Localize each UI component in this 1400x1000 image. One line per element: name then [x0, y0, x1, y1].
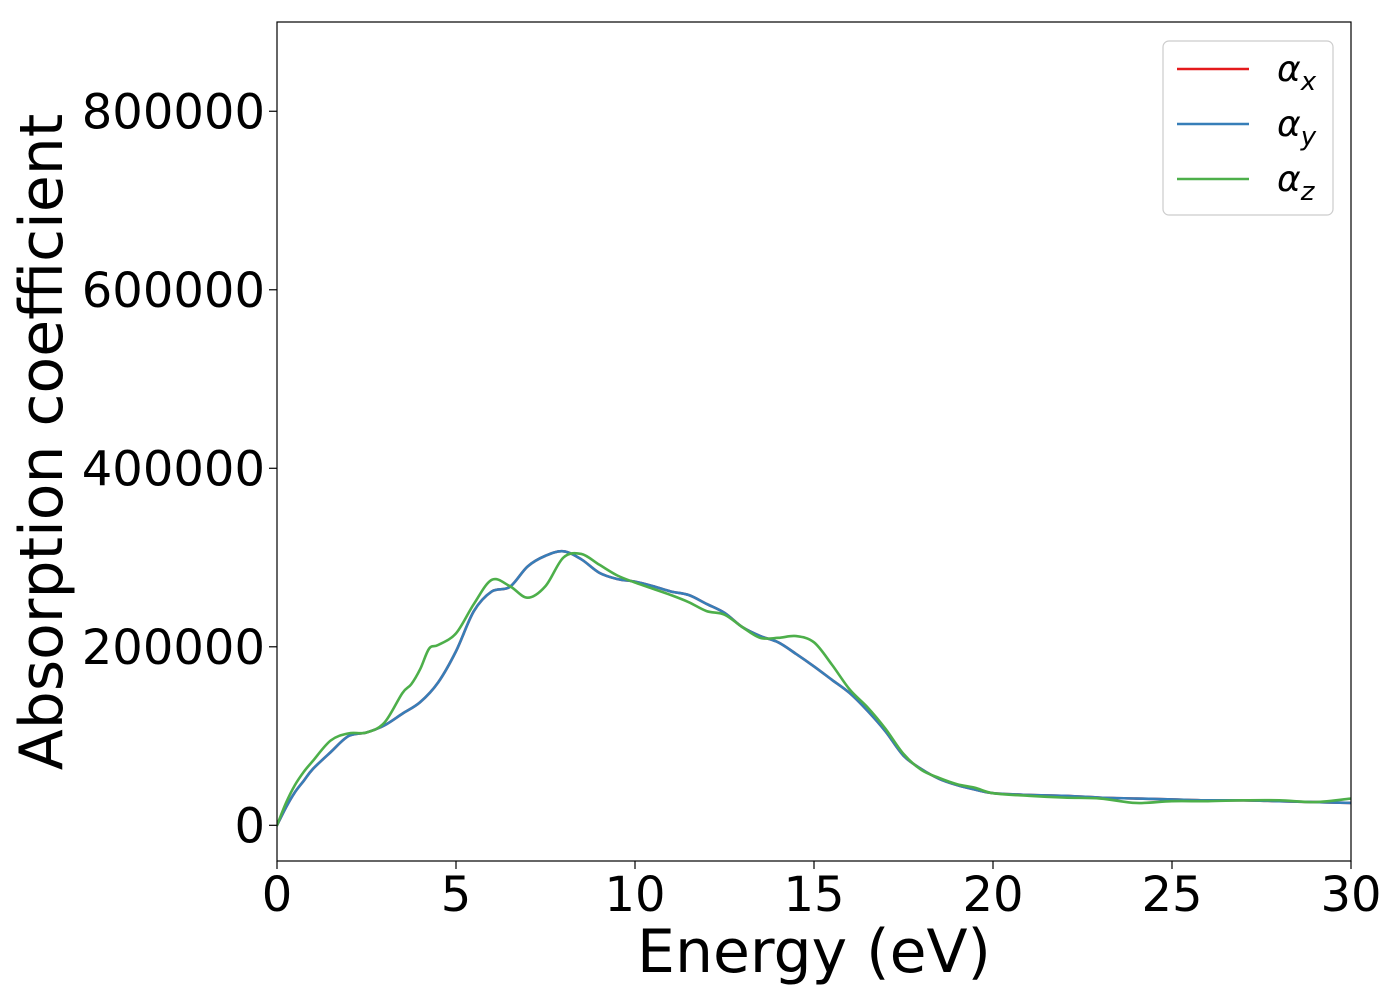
x-tick-label: 15 [783, 867, 844, 923]
x-axis-label: Energy (eV) [637, 917, 991, 987]
y-axis: 0 200000 400000 600000 800000 [82, 84, 277, 854]
series-line-alpha-x [277, 549, 1351, 827]
series-layer [277, 549, 1351, 827]
legend: αx αy αz [1162, 40, 1334, 216]
y-tick-label: 0 [234, 798, 265, 854]
legend-label-alpha-x: αx [1277, 49, 1317, 97]
x-tick-label: 20 [962, 867, 1023, 923]
x-tick-label: 25 [1141, 867, 1202, 923]
series-line-alpha-z [277, 551, 1351, 827]
y-tick-label: 600000 [82, 263, 265, 319]
x-tick-label: 5 [441, 867, 472, 923]
y-tick-label: 200000 [82, 620, 265, 676]
x-tick-label: 30 [1320, 867, 1381, 923]
x-tick-label: 0 [262, 867, 293, 923]
legend-label-alpha-y: αy [1277, 104, 1317, 152]
x-axis: 0 5 10 15 20 25 30 [262, 861, 1382, 923]
y-tick-label: 400000 [82, 441, 265, 497]
x-tick-label: 10 [604, 867, 665, 923]
y-tick-label: 800000 [82, 84, 265, 140]
y-axis-label: Absorption coefficient [7, 114, 77, 771]
series-line-alpha-y [277, 549, 1351, 827]
legend-label-alpha-z: αz [1277, 159, 1316, 207]
legend-box [1162, 40, 1334, 216]
